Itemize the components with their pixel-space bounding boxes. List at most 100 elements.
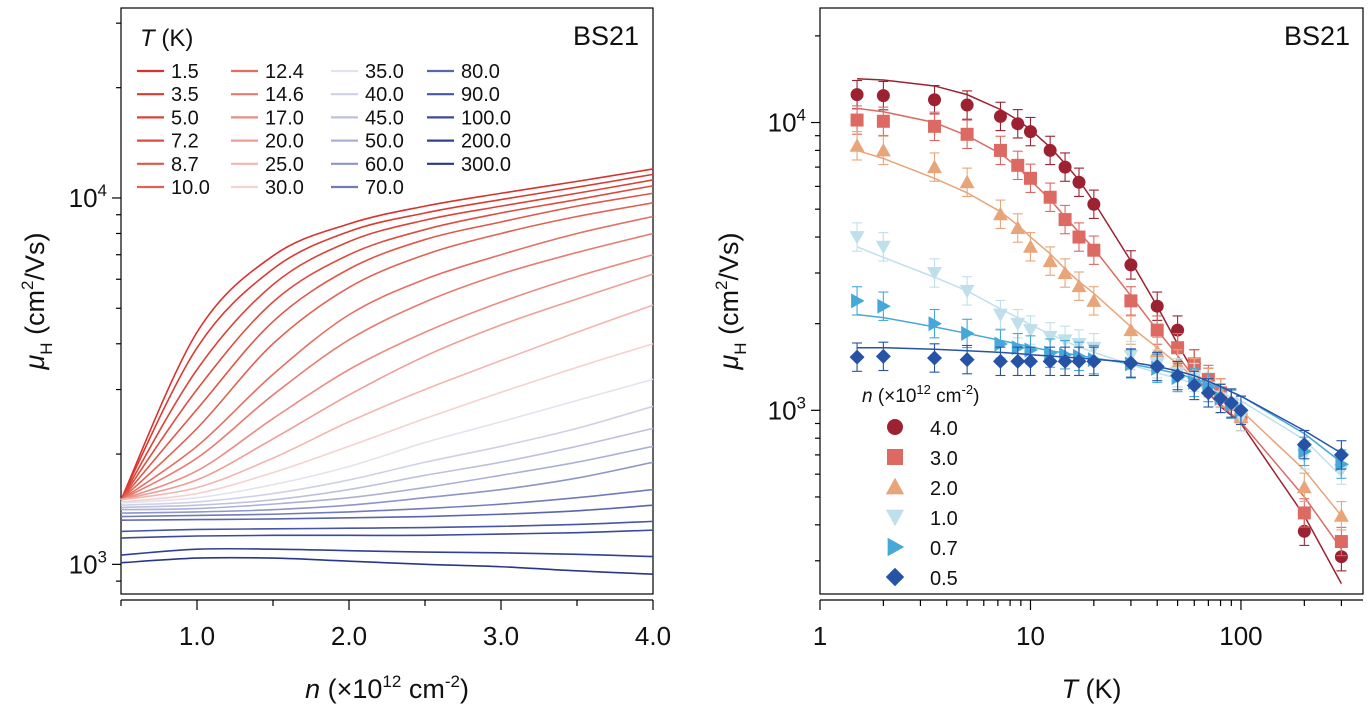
series-line-T-3.5 (120, 173, 654, 501)
data-point (1058, 160, 1072, 174)
legend-label: 12.4 (265, 61, 304, 83)
series-line-T-5.0 (120, 179, 654, 501)
y-tick-label: 104 (69, 181, 107, 213)
legend-label: 14.6 (265, 84, 304, 106)
data-point (1334, 535, 1348, 549)
y-tick-label: 103 (768, 393, 806, 425)
data-point (1123, 355, 1139, 371)
data-point (1297, 524, 1311, 538)
data-point (994, 336, 1008, 352)
legend-label: 1.0 (930, 508, 958, 530)
data-point (1071, 278, 1087, 293)
data-point (1335, 456, 1349, 472)
series-line-T-35.0 (120, 378, 654, 504)
legend-label: 90.0 (461, 84, 500, 106)
data-point (959, 174, 975, 189)
legend-label: 45.0 (365, 107, 404, 129)
series-n-0.5 (849, 341, 1349, 470)
data-point (1124, 294, 1138, 308)
series-lines (120, 168, 654, 575)
series-line-T-200.0 (120, 547, 654, 558)
data-point (1171, 341, 1185, 355)
data-point (877, 298, 891, 314)
series-line-T-8.7 (120, 192, 654, 501)
data-point (928, 316, 942, 332)
legend-label: 3.0 (930, 448, 958, 470)
series-n-4.0 (850, 77, 1348, 584)
series-line-T-25.0 (120, 304, 654, 501)
legend-label: 80.0 (461, 61, 500, 83)
legend-marker (885, 477, 905, 495)
series-line-T-12.4 (120, 215, 654, 501)
data-point (1200, 385, 1216, 401)
data-point (992, 308, 1008, 323)
data-point (1087, 243, 1101, 257)
series-line-T-20.0 (120, 273, 654, 501)
legend-label: 70.0 (365, 177, 404, 199)
series-line-T-10.0 (120, 202, 654, 501)
data-point (1086, 293, 1102, 307)
data-point (1087, 197, 1101, 211)
right-chart: 103 104 1 10 100 T (K) μH (cm2/Vs) BS21 n (×1012… (712, 7, 1364, 704)
data-point (927, 267, 942, 281)
data-point (875, 142, 891, 157)
data-point (875, 348, 891, 364)
data-point (1213, 390, 1229, 406)
x-tick-label: 100 (1219, 621, 1262, 651)
data-point (1297, 506, 1311, 520)
legend-label: 100.0 (461, 107, 511, 129)
sample-tag: BS21 (1284, 21, 1350, 51)
legend-label: 10.0 (171, 177, 210, 199)
data-point (1057, 265, 1073, 279)
plot-frame (120, 7, 654, 595)
data-point (993, 109, 1007, 123)
data-point (1010, 220, 1026, 234)
data-point (849, 138, 865, 152)
data-point (992, 206, 1008, 221)
x-tick-label: 2.0 (331, 621, 367, 651)
legend-marker (887, 449, 903, 465)
data-point (1150, 299, 1164, 313)
data-point (927, 350, 942, 366)
data-point (1334, 550, 1348, 564)
series-line-T-45.0 (120, 427, 654, 509)
legend-marker (887, 537, 905, 557)
data-point (961, 325, 975, 341)
data-point (1072, 230, 1086, 244)
series-line-T-80.0 (120, 504, 654, 521)
legend-label: 60.0 (365, 154, 404, 176)
data-point (1233, 402, 1249, 418)
data-point (927, 159, 942, 174)
data-point (1170, 368, 1186, 384)
legend-label: 0.5 (930, 568, 958, 590)
legend-label: 8.7 (171, 154, 199, 176)
data-point (1124, 258, 1138, 272)
x-tick-label: 1.0 (179, 621, 215, 651)
series-line-T-50.0 (120, 445, 654, 511)
data-point (1042, 330, 1058, 345)
data-point (1296, 437, 1312, 453)
data-point (1043, 143, 1057, 157)
series-n-1.0 (849, 222, 1349, 485)
data-point (1011, 117, 1025, 131)
sample-tag: BS21 (573, 21, 639, 51)
legend-label: 4.0 (930, 418, 958, 440)
data-point (1071, 353, 1087, 369)
data-point (1011, 158, 1025, 172)
series-line-T-300.0 (120, 556, 654, 575)
series-n-2.0 (849, 131, 1349, 531)
data-point (1042, 353, 1058, 369)
legend-label: 200.0 (461, 131, 511, 153)
x-tick-label: 3.0 (483, 621, 519, 651)
legend-label: 3.5 (171, 84, 199, 106)
legend-label: 1.5 (171, 61, 199, 83)
series-n-3.0 (850, 105, 1348, 557)
y-tick-label: 104 (768, 106, 806, 138)
data-point (849, 349, 865, 365)
plot-frame (819, 7, 1364, 595)
series-line-T-1.5 (120, 168, 654, 501)
legend-label: 17.0 (265, 107, 304, 129)
data-point (1149, 359, 1165, 374)
series-line-T-90.0 (120, 520, 654, 533)
